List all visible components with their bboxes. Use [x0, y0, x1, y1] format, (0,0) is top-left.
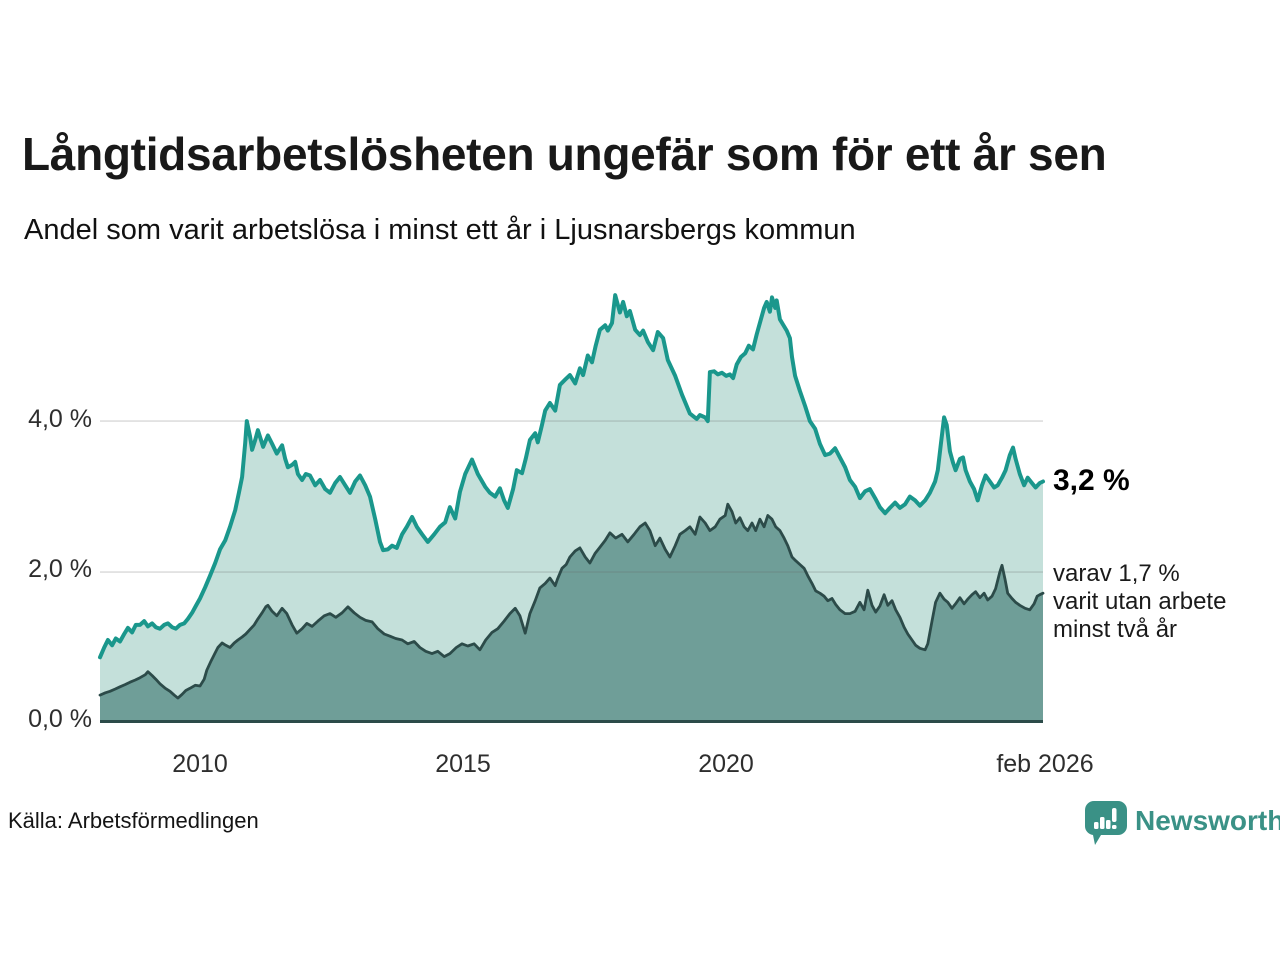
x-axis-tick-label-2010: 2010 — [172, 750, 228, 778]
chart-subtitle: Andel som varit arbetslösa i minst ett å… — [24, 214, 856, 246]
annotation-two-year-line3: minst två år — [1053, 616, 1178, 643]
annotation-two-year-line1: varav 1,7 % — [1053, 560, 1180, 587]
newsworthy-bar-chart-icon — [1085, 801, 1127, 845]
y-axis-tick-label-2: 2,0 % — [28, 555, 92, 583]
annotation-two-year-line2: varit utan arbete — [1053, 588, 1227, 615]
x-axis-tick-label-2020: 2020 — [698, 750, 754, 778]
series-area-2 — [100, 504, 1043, 723]
x-axis-tick-label-2015: 2015 — [435, 750, 491, 778]
page-title: Långtidsarbetslösheten ungefär som för e… — [22, 128, 1107, 180]
newsworthy-wordmark: Newsworthy — [1135, 805, 1280, 836]
plot-area — [98, 293, 1045, 723]
annotation-latest-value: 3,2 % — [1053, 464, 1130, 497]
annotation-two-year-note: varav 1,7 % varit utan arbete minst två … — [1053, 560, 1226, 644]
newsworthy-logo: Newsworthy — [1085, 799, 1280, 849]
y-axis-tick-label-4: 4,0 % — [28, 405, 92, 433]
y-axis-tick-label-0: 0,0 % — [28, 705, 92, 733]
x-axis-tick-label-feb-2026: feb 2026 — [996, 750, 1094, 778]
series-line-2 — [98, 502, 1045, 700]
series-line-1 — [98, 293, 1045, 660]
source-note: Källa: Arbetsförmedlingen — [8, 808, 259, 833]
